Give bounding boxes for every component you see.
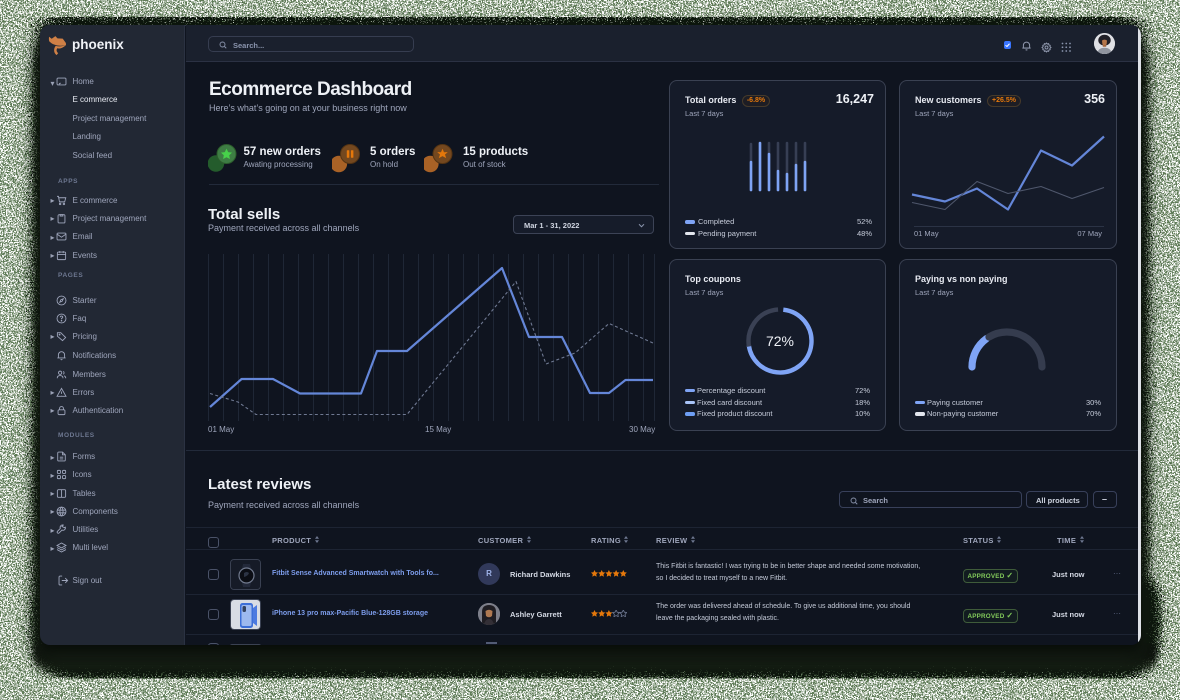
svg-text:72%: 72% [766,333,794,349]
